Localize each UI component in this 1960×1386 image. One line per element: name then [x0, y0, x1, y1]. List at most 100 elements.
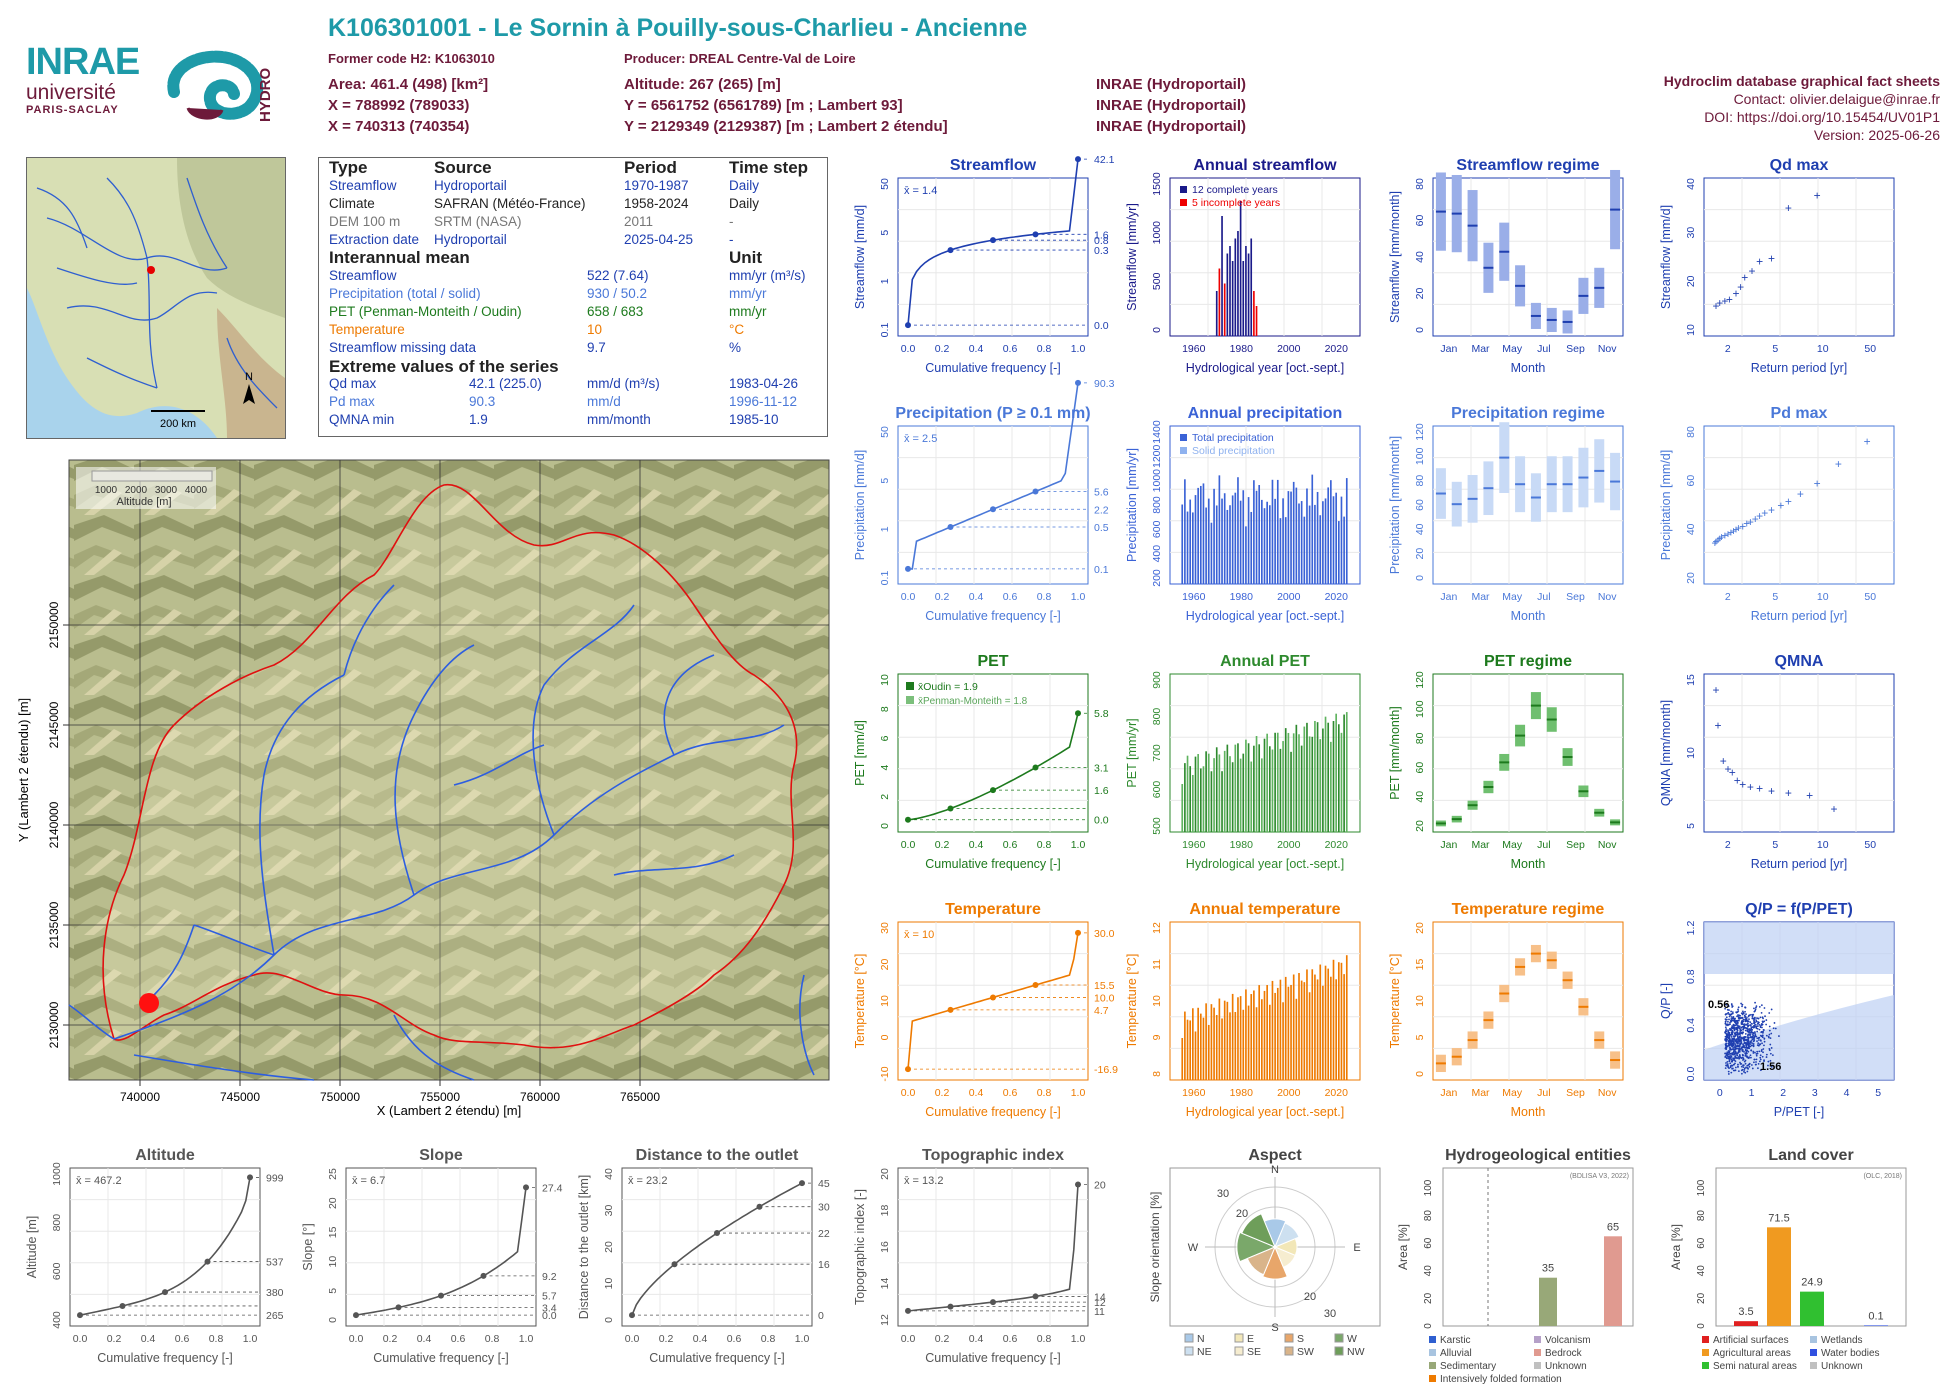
north-arrow-icon [243, 384, 255, 404]
x-lambert2: X = 740313 (740354) [328, 118, 470, 135]
qp-point [1732, 1048, 1735, 1051]
annual-temperature-panel-bar [1245, 989, 1247, 1080]
annual-streamflow-panel-bar [1245, 246, 1247, 336]
annual-precipitation-panel-bar [1327, 487, 1330, 584]
qp-point [1734, 1055, 1737, 1058]
annual-streamflow-panel-bar [1255, 306, 1258, 336]
qp-point [1727, 1070, 1730, 1073]
qp-point [1740, 1069, 1743, 1072]
altitude-panel-xtick: 0.8 [209, 1333, 224, 1345]
annual-pet-panel-bar [1295, 724, 1298, 832]
pd-max-panel-point: + [1714, 533, 1721, 547]
qp-point [1737, 1014, 1739, 1016]
info-row-source: Hydroportail [434, 178, 507, 193]
slope-panel-xtick: 0.4 [417, 1333, 432, 1345]
extreme-value: 1.9 [469, 412, 488, 427]
annual-temperature-panel-bar [1276, 987, 1279, 1080]
slope-panel-ytick: 0 [327, 1317, 339, 1323]
qp-point [1740, 1047, 1743, 1050]
aspect-label: S [1271, 1322, 1278, 1334]
qp-point [1755, 1053, 1758, 1055]
pet-panel-xtick: 0.8 [1037, 839, 1052, 851]
qd-max-panel-point: + [1741, 271, 1748, 285]
annual-pet-panel-bar [1274, 732, 1276, 832]
pet-regime-panel-title: PET regime [1484, 653, 1572, 670]
distance-panel-right-value: 22 [818, 1228, 830, 1240]
precipitation-panel-xlabel: Cumulative frequency [-] [925, 609, 1060, 623]
precipitation-panel: Precipitation (P ≥ 0.1 mm) Precipitation … [853, 378, 1115, 623]
outlet-marker [139, 993, 159, 1013]
hydrogeo-ytick: 100 [1423, 1179, 1434, 1196]
annual-precipitation-panel-bar [1319, 515, 1322, 584]
precipitation-regime-panel-xtick: Jul [1537, 591, 1550, 603]
annual-streamflow-panel-bar [1226, 253, 1229, 336]
precipitation-regime-panel-ytick: 100 [1414, 447, 1426, 465]
qp-point [1758, 1006, 1761, 1008]
precipitation-panel-ytick: 0.1 [879, 571, 891, 586]
landcover-ytick: 60 [1696, 1237, 1707, 1249]
precipitation-panel-mean: x̄ = 2.5 [904, 433, 937, 445]
locmap-north: N [245, 371, 253, 383]
map-x-tick: 750000 [320, 1090, 360, 1104]
qp-point [1763, 1040, 1766, 1043]
distance-panel: Distance to the outlet Distance to the ou… [577, 1147, 830, 1365]
qd-max-panel-point: + [1768, 252, 1775, 266]
streamflow-regime-panel-xtick: Mar [1471, 343, 1490, 355]
annual-temperature-panel-xtick: 2000 [1277, 1087, 1301, 1099]
qp-point [1725, 1036, 1728, 1038]
annual-precipitation-panel-bar [1194, 495, 1197, 584]
distance-panel-ytick: 10 [603, 1278, 615, 1290]
annual-streamflow-panel-ytick: 500 [1151, 272, 1163, 290]
qp-point [1760, 1004, 1763, 1007]
temperature-panel-right-value: 10.0 [1094, 992, 1115, 1004]
pet-regime-panel-ytick: 80 [1414, 732, 1426, 744]
streamflow-panel-xtick: 0.0 [901, 343, 916, 355]
streamflow-panel-xlabel: Cumulative frequency [-] [925, 361, 1060, 375]
annual-pet-panel-bar [1213, 758, 1215, 832]
temperature-regime-panel-ytick: 5 [1414, 1034, 1426, 1040]
precipitation-panel-xtick: 0.4 [969, 591, 984, 603]
qp-point [1742, 1010, 1744, 1013]
qp-point [1744, 1018, 1747, 1021]
annual-pet-panel-ytick: 600 [1151, 781, 1163, 799]
map-y-tick: 2135000 [47, 901, 61, 948]
qp-point [1732, 1052, 1735, 1054]
mean-value: 658 / 683 [587, 304, 644, 319]
qd-max-panel-ylabel: Streamflow [mm/d] [1659, 205, 1673, 309]
qp-point [1737, 1066, 1739, 1068]
qp-point [1729, 1066, 1732, 1069]
annual-pet-panel-bar [1263, 738, 1266, 832]
info-row-timestep: Daily [729, 178, 760, 193]
temperature-panel-ytick: -10 [879, 1066, 891, 1081]
annual-temperature-panel-bar [1207, 1024, 1210, 1080]
qp-point [1734, 1021, 1737, 1023]
annual-precipitation-panel-xlabel: Hydrological year [oct.-sept.] [1186, 609, 1344, 623]
qp-point [1747, 1025, 1749, 1028]
distance-panel-mean: x̄ = 23.2 [628, 1175, 667, 1187]
annual-temperature-panel-bar [1181, 1038, 1184, 1080]
aspect-sector [1246, 1246, 1276, 1276]
qp-point [1732, 1057, 1735, 1060]
map-x-tick: 760000 [520, 1090, 560, 1104]
slope-panel-title: Slope [419, 1147, 463, 1164]
qp-point [1732, 1063, 1735, 1066]
qp-point [1762, 1048, 1765, 1050]
annual-pet-panel-bar [1319, 739, 1322, 832]
qp-point [1753, 1007, 1755, 1010]
slope-panel-mean: x̄ = 6.7 [352, 1175, 385, 1187]
aspect-sector [1241, 1213, 1276, 1248]
streamflow-regime-panel-ytick: 60 [1414, 215, 1426, 227]
annual-precipitation-panel: Annual precipitation Precipitation [mm/yr… [1125, 405, 1361, 623]
extreme-unit: mm/month [587, 412, 651, 427]
qp-panel-xlabel: P/PET [-] [1774, 1105, 1824, 1119]
precipitation-regime-panel-xtick: Jan [1440, 591, 1457, 603]
qp-panel-xtick: 0 [1717, 1087, 1723, 1099]
qp-point [1743, 1067, 1746, 1070]
annual-temperature-panel-xtick: 1960 [1182, 1087, 1206, 1099]
qp-point [1751, 1017, 1754, 1020]
annual-streamflow-panel: Annual streamflow Streamflow [mm/yr] Hydro… [1125, 157, 1361, 375]
qp-point [1730, 1048, 1733, 1051]
slope-panel-ytick: 15 [327, 1226, 339, 1238]
qp-point [1749, 1045, 1752, 1048]
qp-point [1733, 1041, 1735, 1043]
